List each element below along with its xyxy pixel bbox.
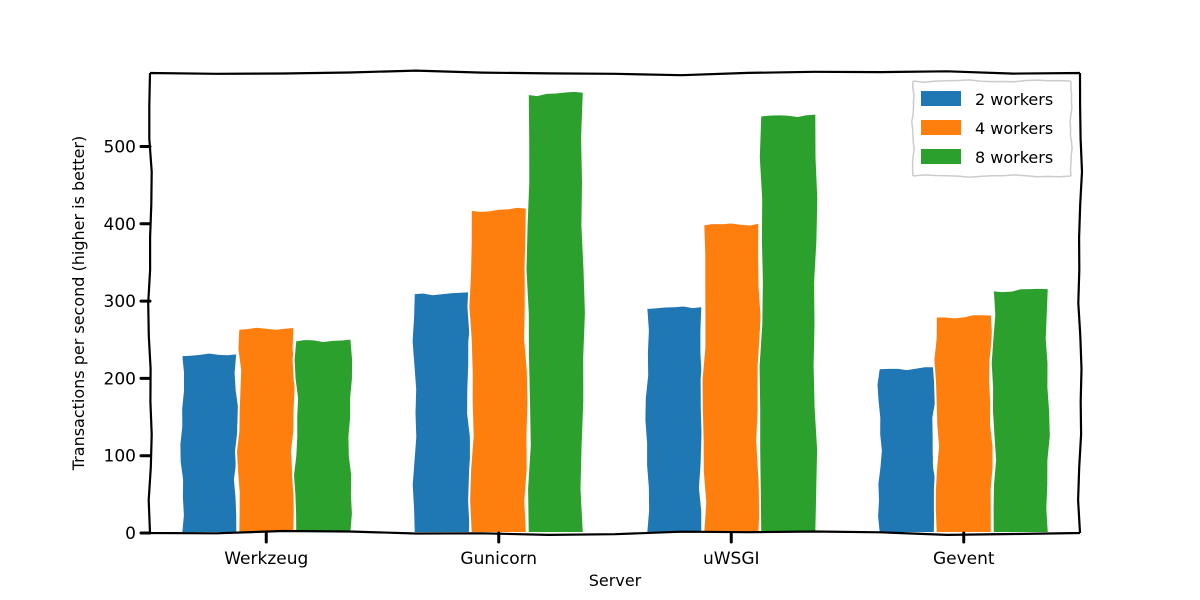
- y-tick-label: 100: [104, 447, 136, 467]
- bar-uwsgi-4-workers: [700, 221, 763, 534]
- bar-gunicorn-2-workers: [410, 290, 473, 534]
- legend-label: 8 workers: [975, 148, 1053, 167]
- y-axis: 0 100 200 300 400 500: [104, 137, 152, 544]
- y-tick-label: 200: [104, 369, 136, 389]
- bar-uwsgi-2-workers: [643, 304, 706, 534]
- x-tick-label: Gevent: [933, 549, 995, 569]
- bar-gevent-8-workers: [989, 286, 1052, 534]
- y-tick-label: 400: [104, 215, 136, 235]
- legend-label: 2 workers: [975, 90, 1053, 109]
- x-axis-label: Server: [589, 571, 642, 590]
- x-tick-label: Gunicorn: [460, 549, 537, 569]
- x-tick-label: uWSGI: [703, 549, 760, 569]
- legend-label: 4 workers: [975, 119, 1053, 138]
- x-tick-label: Werkzeug: [224, 549, 308, 569]
- x-axis: Werkzeug Gunicorn uWSGI Gevent: [224, 531, 995, 569]
- y-axis-label: Transactions per second (higher is bette…: [69, 136, 88, 471]
- y-tick-label: 0: [125, 524, 136, 544]
- legend-swatch: [921, 120, 961, 135]
- bar-uwsgi-8-workers: [757, 112, 820, 534]
- y-tick-label: 300: [104, 292, 136, 312]
- bar-gevent-2-workers: [875, 365, 938, 534]
- bar-gunicorn-4-workers: [467, 205, 530, 534]
- legend-swatch: [921, 91, 961, 106]
- bars-group: [178, 89, 1052, 534]
- plot-frame: [147, 69, 1084, 536]
- bar-werkzeug-2-workers: [178, 351, 241, 534]
- y-tick-label: 500: [104, 137, 136, 157]
- bar-gunicorn-8-workers: [524, 89, 587, 534]
- bar-werkzeug-8-workers: [292, 337, 355, 534]
- bar-werkzeug-4-workers: [235, 325, 298, 534]
- legend: 2 workers 4 workers 8 workers: [911, 79, 1073, 178]
- legend-box: [911, 79, 1073, 178]
- legend-swatch: [921, 149, 961, 164]
- bar-gevent-4-workers: [932, 313, 995, 534]
